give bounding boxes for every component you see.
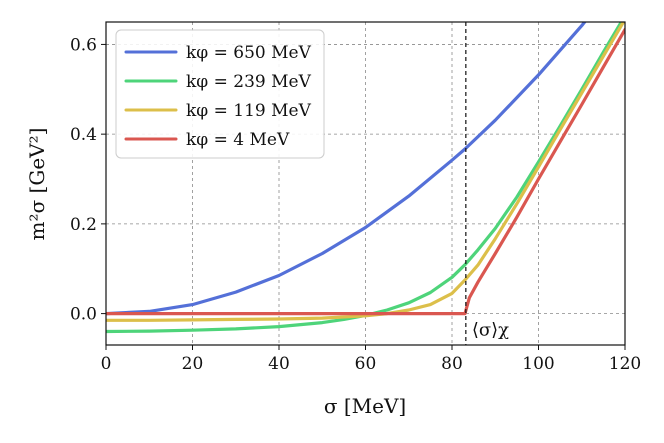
legend-label-kphi-650: kφ = 650 MeV: [186, 43, 312, 63]
legend-label-kphi-4: kφ = 4 MeV: [186, 130, 290, 150]
legend-label-kphi-239: kφ = 239 MeV: [186, 72, 312, 92]
x-tick-label: 100: [522, 354, 554, 374]
x-tick-label: 120: [609, 354, 641, 374]
y-tick-label: 0.2: [70, 215, 97, 235]
sigma-chi-annotation: ⟨σ⟩χ: [472, 320, 509, 341]
y-tick-label: 0.0: [70, 305, 97, 325]
y-tick-label: 0.6: [70, 35, 97, 55]
series-layer: [106, 22, 625, 334]
tick-labels: 0 20 40 60 80 100 120 0.0 0.2 0.4 0.6: [70, 35, 641, 374]
series-line-3: [106, 28, 625, 316]
y-axis-label: m²σ [GeV²]: [25, 128, 49, 241]
x-tick-label: 40: [268, 354, 290, 374]
legend: kφ = 650 MeV kφ = 239 MeV kφ = 119 MeV k…: [115, 29, 325, 159]
legend-label-kphi-119: kφ = 119 MeV: [186, 101, 312, 121]
x-tick-label: 20: [182, 354, 204, 374]
series-line-1: [106, 22, 624, 334]
tick-marks: [101, 43, 626, 350]
legend-box: [115, 29, 325, 159]
series-line-2: [106, 22, 625, 322]
x-tick-label: 0: [101, 354, 112, 374]
x-tick-label: 80: [441, 354, 463, 374]
series-line-0: [106, 22, 587, 316]
x-axis-label: σ [MeV]: [324, 394, 406, 418]
y-tick-label: 0.4: [70, 125, 97, 145]
x-tick-label: 60: [355, 354, 377, 374]
